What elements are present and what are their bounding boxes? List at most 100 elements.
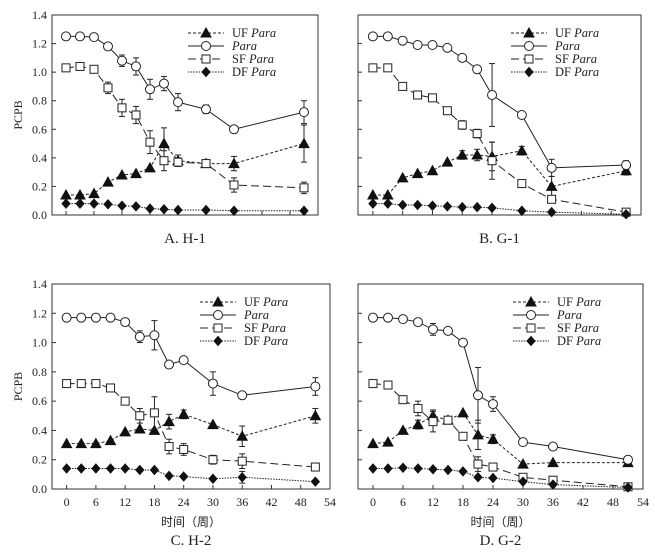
data-point-diamond (368, 198, 378, 209)
series-line (66, 468, 316, 483)
data-point-diamond (488, 472, 498, 484)
data-point-circle (548, 441, 558, 452)
data-point-circle (546, 162, 557, 173)
data-point-circle (201, 104, 211, 115)
data-point-circle (103, 41, 113, 52)
data-point-circle (621, 160, 632, 170)
data-point-triangle (177, 408, 190, 419)
legend-marker-diamond (524, 66, 534, 78)
legend-marker-circle (526, 310, 536, 320)
data-point-triangle (163, 415, 175, 427)
x-tick-label: 0 (370, 495, 376, 509)
series-line (66, 203, 304, 212)
data-point-diamond (179, 471, 189, 482)
data-point-circle (75, 31, 85, 42)
y-tick-label: 0.4 (32, 151, 47, 165)
data-point-circle (368, 312, 378, 323)
data-point-diamond (427, 200, 438, 211)
legend-label: Para (231, 39, 257, 53)
data-point-circle (367, 31, 378, 42)
x-tick-label: 48 (295, 495, 307, 509)
data-point-diamond (398, 199, 408, 211)
y-tick-label: 0.8 (32, 365, 47, 379)
data-point-circle (299, 107, 309, 118)
data-point-triangle (397, 424, 409, 435)
legend-marker-triangle (525, 295, 537, 307)
data-point-diamond (299, 205, 309, 216)
legend-label: UF Para (244, 295, 288, 309)
data-point-square (368, 63, 378, 73)
plot-frame (51, 283, 331, 490)
series-para (368, 312, 633, 465)
data-point-triangle (236, 430, 249, 441)
data-point-square (458, 431, 468, 441)
data-point-square (428, 417, 438, 427)
data-point-circle (229, 124, 239, 135)
data-point-diamond (237, 472, 247, 483)
data-point-square (75, 61, 85, 71)
data-point-square (131, 110, 141, 120)
legend-marker-square (201, 54, 211, 64)
data-point-square (89, 64, 99, 74)
data-point-circle (173, 97, 183, 108)
x-tick-label: 48 (607, 495, 619, 509)
x-tick-label: 54 (324, 495, 336, 509)
data-point-diamond (105, 463, 116, 474)
legend-marker-diamond (526, 335, 536, 347)
series-line (372, 412, 628, 465)
series-uf-para (60, 407, 322, 449)
series-sf-para (368, 379, 633, 492)
data-point-circle (382, 31, 393, 42)
data-point-square (237, 456, 247, 466)
data-point-diamond (443, 464, 453, 476)
data-point-triangle (309, 409, 322, 421)
data-point-circle (89, 32, 99, 43)
data-point-square (487, 156, 497, 166)
data-point-triangle (456, 148, 469, 160)
legend-marker-circle (524, 41, 534, 51)
y-tick-label: 0.4 (32, 423, 47, 437)
x-tick-label: 24 (487, 495, 499, 509)
x-tick-label: 6 (93, 495, 99, 509)
y-tick-label: 1.0 (32, 336, 47, 350)
y-tick-label: 0.6 (32, 394, 47, 408)
data-point-triangle (75, 437, 88, 449)
data-point-diamond (135, 464, 145, 476)
data-point-circle (412, 40, 423, 50)
data-point-circle (413, 317, 423, 328)
data-point-triangle (133, 422, 146, 434)
data-point-diamond (548, 479, 558, 490)
data-point-diamond (229, 205, 239, 216)
data-point-triangle (441, 156, 454, 167)
data-point-circle (487, 90, 498, 100)
panel-label: C. H-2 (171, 533, 212, 549)
data-point-circle (178, 355, 189, 366)
x-tick-label: 42 (577, 495, 589, 509)
data-point-circle (117, 55, 127, 66)
panel-3: 0.0 0.2 0.4 0.6 0.8 1.0 1.2 1.4 0 6 12 18 24 30 36 42 48… (11, 277, 336, 549)
plot-frame (51, 14, 319, 216)
data-point-diamond (368, 463, 378, 474)
data-point-square (427, 93, 437, 103)
data-point-circle (120, 317, 131, 328)
data-point-diamond (412, 199, 423, 211)
data-point-diamond (120, 463, 130, 474)
data-point-diamond (518, 476, 528, 487)
data-point-square (413, 90, 423, 100)
data-point-square (398, 395, 408, 405)
data-point-square (547, 194, 557, 204)
data-point-square (91, 379, 101, 389)
legend-label: UF Para (232, 26, 276, 40)
data-point-square (117, 103, 127, 113)
series-df-para (61, 463, 321, 487)
data-point-triangle (547, 456, 559, 468)
data-point-circle (428, 324, 438, 335)
y-tick-label: 0.6 (32, 122, 47, 136)
data-point-triangle (144, 161, 156, 173)
x-tick-label: 24 (178, 495, 190, 509)
plot-frame (357, 283, 644, 490)
data-point-circle (164, 359, 175, 370)
data-point-circle (207, 378, 218, 389)
data-point-diamond (208, 473, 218, 485)
